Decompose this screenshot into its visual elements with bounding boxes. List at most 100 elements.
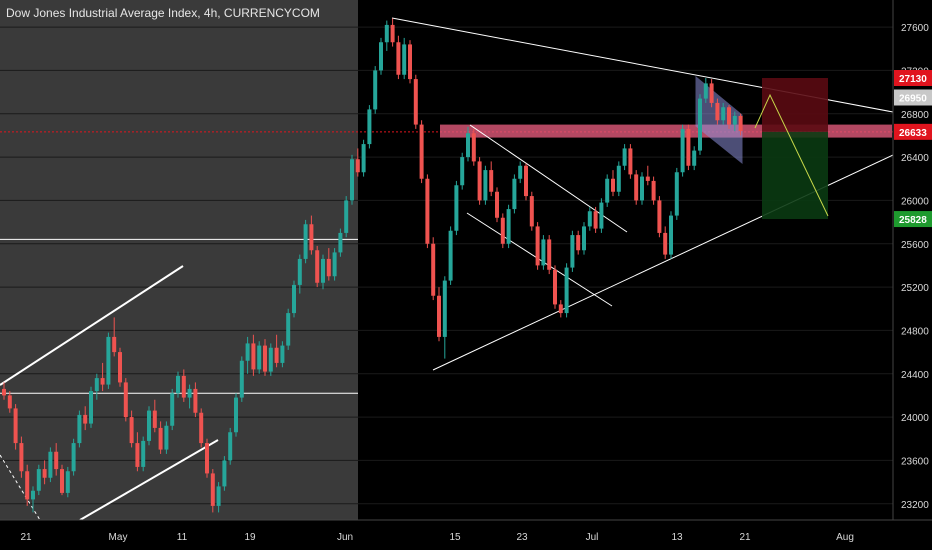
candle-body <box>431 243 436 296</box>
candle-body <box>94 378 99 392</box>
candle-body <box>547 239 552 270</box>
price-tag-label: 25828 <box>899 215 927 226</box>
candle-body <box>71 443 76 472</box>
candle-body <box>297 258 302 285</box>
candle-body <box>587 211 592 227</box>
candle-body <box>524 165 528 197</box>
candle-body <box>251 343 256 370</box>
candle-body <box>106 336 111 385</box>
x-tick-label: Jul <box>586 532 599 543</box>
price-tag-bg <box>894 89 932 106</box>
candle-body <box>89 391 93 424</box>
y-tick-label: 25600 <box>901 240 929 251</box>
candle-body <box>390 24 395 43</box>
candle-body <box>640 176 644 201</box>
candle-body <box>732 115 737 125</box>
y-tick-label: 25200 <box>901 283 929 294</box>
grid <box>0 26 893 505</box>
price-tag-bg <box>894 211 932 228</box>
candle-body <box>605 178 610 203</box>
candle-body <box>309 224 314 251</box>
x-tick-label: May <box>109 532 128 543</box>
candle-body <box>657 200 662 233</box>
candle-body <box>715 102 720 121</box>
candle-body <box>454 185 459 231</box>
candle-body <box>466 133 470 158</box>
candle-body <box>663 232 668 255</box>
candle-body <box>210 473 215 506</box>
candle-body <box>703 83 708 99</box>
candles <box>2 18 743 513</box>
y-tick-label: 24800 <box>901 326 929 337</box>
candle-body <box>651 180 656 201</box>
candle-body <box>518 165 523 179</box>
candle-body <box>234 397 238 433</box>
candle-body <box>576 235 581 251</box>
channel-lower-line <box>79 439 219 521</box>
time-axis-bg <box>0 520 932 550</box>
y-tick-label: 24000 <box>901 413 929 424</box>
candle-body <box>535 226 540 266</box>
price-tag-bg <box>894 123 932 140</box>
x-tick-label: 19 <box>244 532 256 543</box>
candle-body <box>129 417 134 444</box>
candle-body <box>152 410 157 428</box>
x-tick-label: Aug <box>836 532 854 543</box>
candle-body <box>321 258 325 283</box>
candle-body <box>112 336 117 353</box>
candle-body <box>268 347 273 372</box>
dashed-line <box>0 454 41 521</box>
candle-body <box>25 471 30 500</box>
price-tag-label: 26633 <box>899 128 927 139</box>
candle-body <box>645 176 650 181</box>
price-tag-bg <box>894 70 932 86</box>
candle-body <box>582 226 586 251</box>
candle-body <box>2 388 6 396</box>
stop-loss-zone <box>762 78 828 132</box>
candle-body <box>176 375 180 394</box>
candle-body <box>611 178 615 192</box>
candle-body <box>674 172 679 216</box>
x-tick-label: Jun <box>337 532 353 543</box>
candle-body <box>471 133 476 162</box>
candle-body <box>350 159 354 201</box>
x-tick-label: 13 <box>671 532 683 543</box>
candle-body <box>686 128 691 166</box>
candle-body <box>42 469 47 478</box>
price-tag-label: 27130 <box>899 74 927 85</box>
candle-body <box>402 44 407 75</box>
candle-body <box>54 451 59 470</box>
y-tick-label: 26000 <box>901 196 929 207</box>
candle-body <box>19 443 24 472</box>
candle-body <box>205 443 209 474</box>
candle-body <box>263 345 267 372</box>
candle-body <box>13 408 18 444</box>
candle-body <box>738 115 743 132</box>
candle-body <box>239 360 244 398</box>
candle-body <box>274 347 279 363</box>
left-shaded-region <box>0 0 358 520</box>
candle-body <box>460 157 465 186</box>
candle-body <box>367 109 372 145</box>
x-tick-label: 21 <box>20 532 32 543</box>
candle-body <box>344 200 349 233</box>
candle-body <box>199 412 204 444</box>
candle-body <box>170 393 175 426</box>
price-axis[interactable]: 2760027200268002640026000256002520024800… <box>892 0 932 550</box>
candle-body <box>36 469 41 491</box>
candle-body <box>83 414 88 424</box>
candle-body <box>408 44 412 80</box>
candle-body <box>529 196 534 227</box>
candle-body <box>141 440 146 467</box>
candle-body <box>338 232 343 253</box>
time-axis[interactable]: 21 May 11 19 Jun 15 23 Jul 13 21 Aug <box>0 519 932 550</box>
candle-body <box>315 250 320 283</box>
candle-body <box>355 159 360 173</box>
candle-body <box>564 267 569 314</box>
candle-body <box>31 490 35 500</box>
take-profit-zone <box>762 131 828 220</box>
candle-body <box>326 258 331 277</box>
price-tag-label: 26950 <box>899 94 927 105</box>
